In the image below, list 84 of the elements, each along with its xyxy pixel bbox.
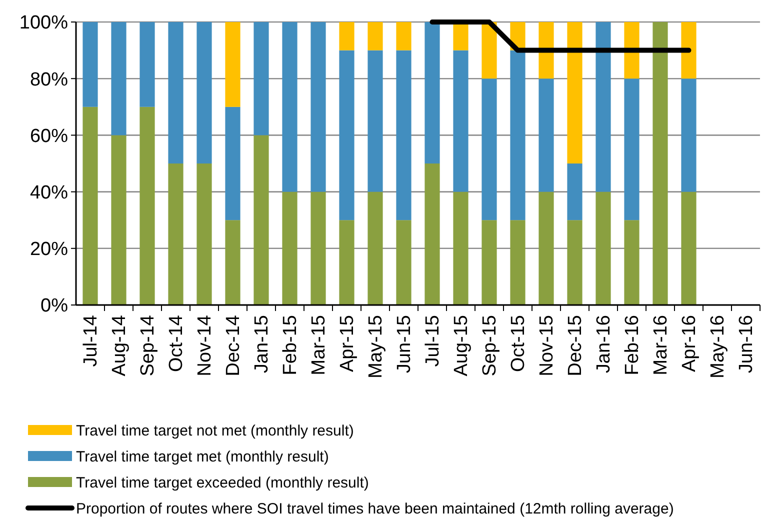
bar xyxy=(567,164,582,220)
bar xyxy=(339,50,354,220)
x-tick-label: Feb-15 xyxy=(280,315,301,376)
bar xyxy=(681,22,696,79)
bar xyxy=(368,50,383,192)
bar xyxy=(82,22,98,107)
x-tick-label: Sep-14 xyxy=(137,314,158,376)
bar xyxy=(196,22,212,164)
x-tick-label: May-15 xyxy=(365,315,386,378)
bar xyxy=(482,22,497,79)
bar xyxy=(567,22,582,164)
bar xyxy=(111,22,126,136)
bar xyxy=(567,220,582,305)
bar xyxy=(424,22,440,164)
x-tick-label: Apr-15 xyxy=(336,315,358,372)
bar xyxy=(396,220,412,305)
bar xyxy=(225,106,240,220)
x-tick-label: Nov-15 xyxy=(536,315,558,376)
bar xyxy=(82,106,98,305)
bar xyxy=(140,106,155,305)
bar xyxy=(652,22,668,305)
y-tick-label: 60% xyxy=(30,126,68,147)
y-tick-label: 80% xyxy=(30,69,68,90)
bar xyxy=(396,22,412,50)
x-tick-label: Jul-15 xyxy=(422,315,444,367)
bar xyxy=(168,164,184,305)
bar xyxy=(168,22,184,164)
x-tick-label: Dec-15 xyxy=(564,315,586,376)
x-tick-label: May-16 xyxy=(707,315,728,378)
x-tick-label: Jul-14 xyxy=(80,314,102,367)
bar xyxy=(482,78,497,220)
bar xyxy=(396,50,412,220)
x-tick-label: Mar-15 xyxy=(308,315,330,376)
bar xyxy=(225,220,240,305)
bar xyxy=(538,78,554,192)
x-tick-label: Aug-15 xyxy=(450,315,472,376)
bar xyxy=(310,192,326,305)
x-tick-label: Jan-15 xyxy=(251,315,272,374)
legend-label: Travel time target exceeded (monthly result) xyxy=(76,474,369,492)
x-tick-label: Aug-14 xyxy=(108,314,130,376)
bar xyxy=(596,22,611,192)
bar xyxy=(510,50,526,220)
bar xyxy=(282,22,298,192)
x-tick-label: Dec-14 xyxy=(222,314,244,376)
bar xyxy=(254,135,269,305)
bar xyxy=(510,220,526,305)
bar xyxy=(681,192,696,305)
bar xyxy=(196,164,212,305)
bar xyxy=(339,22,354,50)
x-tick-label: Jan-16 xyxy=(593,315,614,374)
bar xyxy=(596,192,611,305)
bar xyxy=(225,22,240,107)
bar xyxy=(538,192,554,305)
bar xyxy=(681,78,696,192)
bar xyxy=(368,192,383,305)
x-tick-label: Apr-16 xyxy=(678,315,700,372)
bar xyxy=(424,164,440,305)
bar xyxy=(111,135,126,305)
x-tick-label: Nov-14 xyxy=(194,314,216,376)
bar xyxy=(368,22,383,50)
bar xyxy=(482,220,497,305)
y-tick-label: 40% xyxy=(30,182,68,204)
legend-label: Travel time target met (monthly result) xyxy=(76,448,329,466)
y-tick-label: 20% xyxy=(30,239,68,260)
bar xyxy=(339,220,354,305)
bar xyxy=(453,50,468,192)
y-tick-label: 100% xyxy=(19,12,68,34)
bar xyxy=(453,192,468,305)
y-tick-label: 0% xyxy=(40,296,68,317)
bar xyxy=(310,22,326,192)
bar xyxy=(624,220,640,305)
x-tick-label: Jun-16 xyxy=(736,315,757,374)
bar xyxy=(624,78,640,220)
legend-label: Travel time target not met (monthly result) xyxy=(76,422,354,440)
x-tick-label: Oct-14 xyxy=(166,314,187,372)
x-tick-label: Jun-15 xyxy=(394,315,415,374)
x-tick-label: Sep-15 xyxy=(479,315,500,376)
bar xyxy=(140,22,155,107)
bar xyxy=(282,192,298,305)
x-tick-label: Oct-15 xyxy=(508,315,529,372)
x-tick-label: Mar-16 xyxy=(650,315,672,376)
legend-label: Proportion of routes where SOI travel times have been maintained (12mth rolling average) xyxy=(76,500,674,518)
x-tick-label: Feb-16 xyxy=(622,315,643,376)
bar xyxy=(254,22,269,136)
